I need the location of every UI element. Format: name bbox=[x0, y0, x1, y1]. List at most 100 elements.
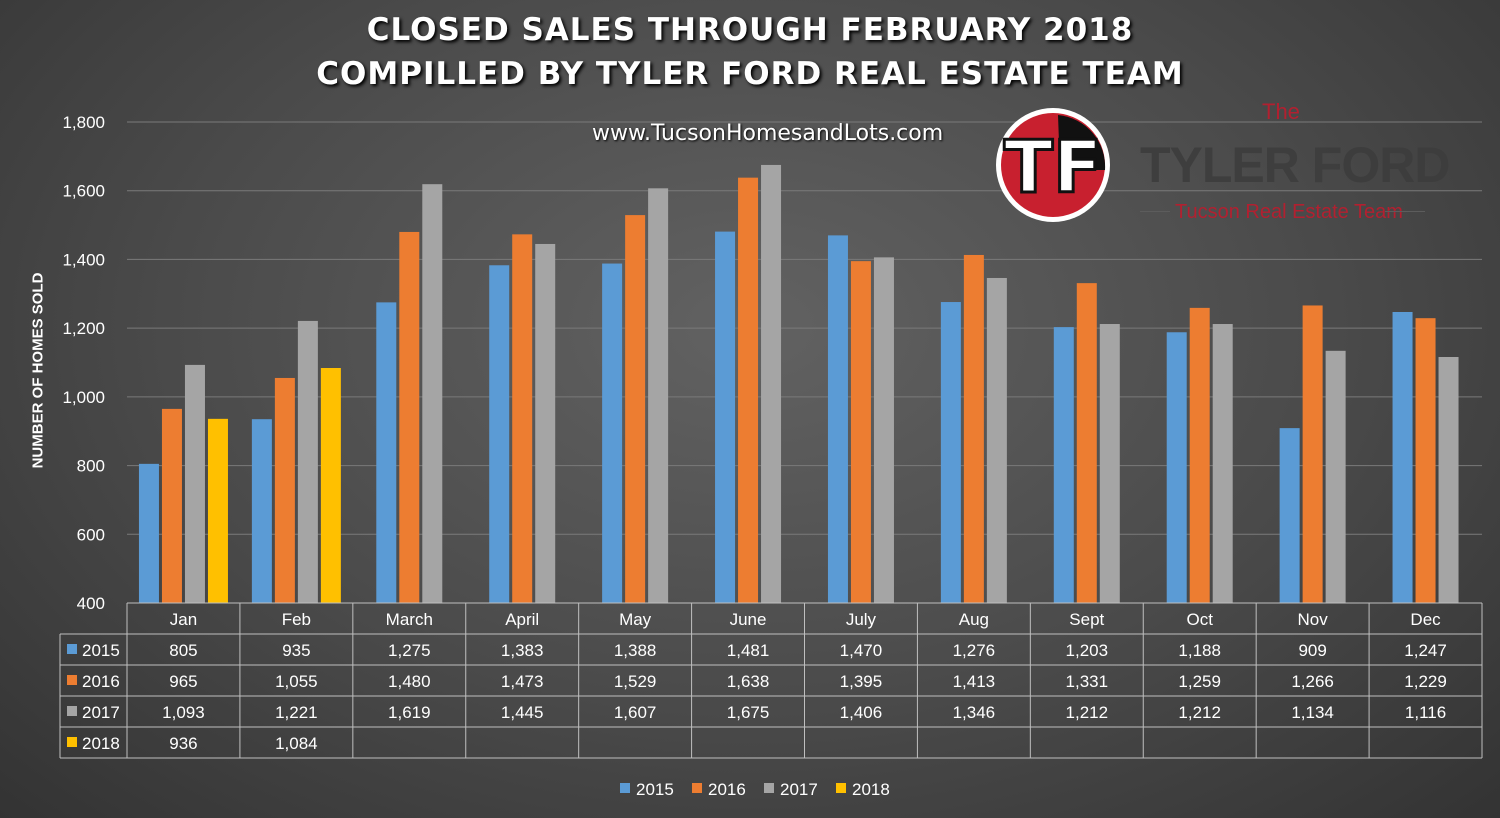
tf-logo: TF bbox=[996, 108, 1110, 222]
bar-2016-dec bbox=[1415, 318, 1436, 603]
table-cell: 909 bbox=[1298, 641, 1326, 660]
legend-key bbox=[764, 783, 774, 793]
bar-2016-aug bbox=[963, 254, 984, 603]
bar-2016-nov bbox=[1302, 305, 1323, 603]
legend-key bbox=[692, 783, 702, 793]
table-cell: 1,480 bbox=[388, 672, 431, 691]
data-table: Jan Feb March April May June July Aug Sept Oct Nov… bbox=[59, 602, 1483, 759]
bar-2016-sept bbox=[1076, 283, 1097, 603]
bar-2015-april bbox=[489, 265, 510, 603]
category-label: Dec bbox=[1410, 610, 1441, 629]
table-cell: 1,093 bbox=[162, 703, 205, 722]
bar-2015-aug bbox=[940, 302, 961, 603]
row-legend-key bbox=[67, 706, 77, 716]
table-cell: 935 bbox=[282, 641, 310, 660]
legend-entry: 2016 bbox=[708, 780, 746, 799]
bar-2017-nov bbox=[1325, 350, 1346, 603]
bar-2018-feb bbox=[320, 367, 341, 603]
bar-2016-march bbox=[399, 231, 420, 603]
y-axis-ticks: 400 600 800 1,000 1,200 1,400 1,600 1,800 bbox=[62, 113, 105, 613]
y-tick-label: 1,200 bbox=[62, 319, 105, 338]
table-cell: 936 bbox=[169, 734, 197, 753]
y-tick-label: 800 bbox=[77, 457, 105, 476]
table-cell: 1,675 bbox=[727, 703, 770, 722]
bar-2016-oct bbox=[1189, 307, 1210, 603]
category-label: Feb bbox=[282, 610, 311, 629]
bar-2017-may bbox=[648, 188, 669, 604]
bar-2017-dec bbox=[1438, 357, 1459, 603]
brand-name-text: TYLER FORD bbox=[1140, 137, 1450, 193]
table-cell: 1,259 bbox=[1178, 672, 1221, 691]
brand-rule-right bbox=[1385, 211, 1425, 212]
bar-2016-feb bbox=[274, 377, 295, 603]
brand-rule-left bbox=[1140, 211, 1170, 212]
y-tick-label: 1,600 bbox=[62, 182, 105, 201]
legend: 2015 2016 2017 2018 bbox=[620, 780, 890, 799]
bar-2015-oct bbox=[1166, 332, 1187, 603]
bar-2017-june bbox=[761, 164, 782, 604]
table-cell: 1,470 bbox=[840, 641, 883, 660]
website-url: www.TucsonHomesandLots.com bbox=[592, 121, 944, 146]
table-cell: 1,275 bbox=[388, 641, 431, 660]
table-cell: 1,203 bbox=[1066, 641, 1109, 660]
bar-2017-march bbox=[422, 184, 443, 603]
table-cell: 1,473 bbox=[501, 672, 544, 691]
bar-2017-april bbox=[535, 243, 556, 604]
y-tick-label: 1,400 bbox=[62, 250, 105, 269]
table-cell: 965 bbox=[169, 672, 197, 691]
category-label: June bbox=[730, 610, 767, 629]
table-cell: 1,395 bbox=[840, 672, 883, 691]
brand-subtitle-text: Tucson Real Estate Team bbox=[1175, 201, 1403, 223]
table-cell: 1,413 bbox=[953, 672, 996, 691]
legend-key bbox=[620, 783, 630, 793]
bar-2017-oct bbox=[1212, 324, 1233, 603]
table-cell: 1,188 bbox=[1178, 641, 1221, 660]
category-label: Sept bbox=[1069, 610, 1104, 629]
bar-2015-nov bbox=[1279, 428, 1300, 603]
row-legend-key bbox=[67, 675, 77, 685]
row-series-label: 2018 bbox=[82, 734, 120, 753]
y-tick-label: 1,800 bbox=[62, 113, 105, 132]
table-cell: 1,383 bbox=[501, 641, 544, 660]
table-cell: 1,346 bbox=[953, 703, 996, 722]
brand-the-text: The bbox=[1262, 99, 1300, 124]
table-cell: 1,619 bbox=[388, 703, 431, 722]
bar-2016-july bbox=[850, 261, 871, 603]
legend-key bbox=[836, 783, 846, 793]
row-series-label: 2016 bbox=[82, 672, 120, 691]
bar-2018-jan bbox=[207, 418, 228, 603]
row-legend-key bbox=[67, 737, 77, 747]
bar-2015-dec bbox=[1392, 311, 1413, 603]
table-cell: 1,276 bbox=[953, 641, 996, 660]
legend-entry: 2018 bbox=[852, 780, 890, 799]
table-cell: 805 bbox=[169, 641, 197, 660]
y-tick-label: 400 bbox=[77, 594, 105, 613]
row-series-label: 2015 bbox=[82, 641, 120, 660]
row-legend-key bbox=[67, 644, 77, 654]
bar-2015-july bbox=[827, 235, 848, 603]
category-label: Oct bbox=[1186, 610, 1213, 629]
table-cell: 1,229 bbox=[1404, 672, 1447, 691]
bar-2016-jan bbox=[161, 408, 182, 603]
category-label: Nov bbox=[1298, 610, 1329, 629]
table-cell: 1,481 bbox=[727, 641, 770, 660]
bar-2017-july bbox=[873, 257, 894, 603]
table-cell: 1,388 bbox=[614, 641, 657, 660]
bar-2016-june bbox=[738, 177, 759, 603]
bar-2017-sept bbox=[1099, 324, 1120, 603]
logo-lettering: TF bbox=[1004, 125, 1102, 209]
category-label: Jan bbox=[170, 610, 197, 629]
category-label: March bbox=[386, 610, 433, 629]
table-cell: 1,084 bbox=[275, 734, 318, 753]
bar-2017-feb bbox=[297, 320, 318, 603]
bar-2015-june bbox=[715, 231, 736, 603]
bar-2015-sept bbox=[1053, 327, 1074, 603]
bar-2015-march bbox=[376, 302, 397, 603]
bar-series bbox=[138, 164, 1459, 604]
bar-2017-aug bbox=[986, 277, 1007, 603]
category-label: July bbox=[846, 610, 877, 629]
y-tick-label: 1,000 bbox=[62, 388, 105, 407]
row-series-label: 2017 bbox=[82, 703, 120, 722]
bar-2015-may bbox=[602, 263, 623, 603]
